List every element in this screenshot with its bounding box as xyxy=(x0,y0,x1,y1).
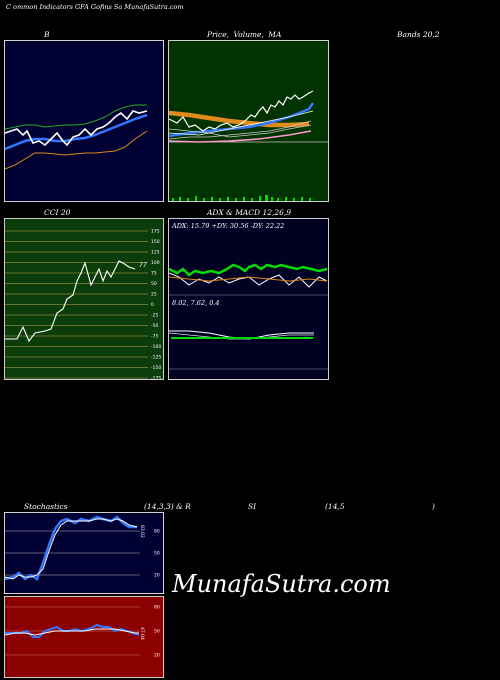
cci-level-label: 100 xyxy=(151,260,160,266)
bb-panel-title: B xyxy=(44,30,50,39)
cci-level-label: -100 xyxy=(151,344,161,350)
cci-line xyxy=(5,260,136,343)
rsi-level-label: 80 xyxy=(154,605,160,611)
rsi-chart[interactable]: 47.04 80 50 20 xyxy=(4,596,164,678)
stoch-title-b: (14,3,3) & R xyxy=(144,502,191,511)
ma-blue-line xyxy=(169,102,315,138)
macd-values: 8.02, 7.62, 0.4 xyxy=(172,299,220,307)
ma-thin-line-2 xyxy=(169,120,312,140)
cci-level-label: -125 xyxy=(151,355,161,361)
cci-level-label: 125 xyxy=(151,250,160,256)
cci-panel-title: CCI 20 xyxy=(44,208,71,217)
cci-level-label: 50 xyxy=(151,281,157,287)
price-title-b: Volume, xyxy=(233,30,264,39)
stoch-k-line xyxy=(5,515,137,581)
cci-level-label: -50 xyxy=(151,323,158,329)
adx-macd-chart[interactable]: ADX: 15.79 +DY: 30.56 -DY: 22.22 8.02, 7… xyxy=(168,218,329,380)
cci-level-label: 175 xyxy=(151,229,160,235)
bb-upper-band xyxy=(5,104,147,130)
stoch-level-label: 80 xyxy=(154,529,160,535)
cci-level-label: 0 xyxy=(151,302,154,308)
adx-green-line xyxy=(169,263,328,277)
stoch-level-label: 50 xyxy=(154,551,160,557)
cci-level-label: -75 xyxy=(151,334,158,340)
volume-bars xyxy=(172,195,311,201)
ma-orange-line xyxy=(169,110,310,128)
stoch-title-c: SI xyxy=(248,502,257,511)
adx-values: ADX: 15.79 +DY: 30.56 -DY: 22.22 xyxy=(171,222,284,230)
cci-level-label: 25 xyxy=(151,292,157,298)
cci-value-label: 77 xyxy=(139,262,147,269)
price-line xyxy=(169,90,314,132)
price-title-a: Price, xyxy=(207,30,230,39)
stoch-d-line xyxy=(5,518,138,580)
cci-level-label: -150 xyxy=(151,365,161,371)
rsi-value-label: 47.04 xyxy=(139,627,145,640)
adx-macd-panel-title: ADX & MACD 12,26,9 xyxy=(207,208,292,217)
rsi-level-label: 50 xyxy=(154,629,160,635)
cci-level-label: -25 xyxy=(151,313,158,319)
bollinger-chart[interactable] xyxy=(4,40,164,202)
price-panel-title: Price, Volume, MA xyxy=(207,30,281,39)
cci-level-label: -175 xyxy=(151,376,161,380)
stoch-value-label: 83.02 xyxy=(139,525,145,538)
stoch-level-label: 20 xyxy=(154,573,160,579)
price-volume-chart[interactable] xyxy=(168,40,329,202)
price-title-c: MA xyxy=(268,30,282,39)
stoch-title-d: (14,5 xyxy=(325,502,345,511)
cci-level-label: 150 xyxy=(151,239,160,245)
ma-white-line xyxy=(169,110,314,136)
rsi-white-line xyxy=(5,628,139,636)
bb-price-line xyxy=(5,110,148,147)
cci-chart[interactable]: 77 175 150 125 100 75 50 25 0 -25 -50 -75 -100 -125 -… xyxy=(4,218,164,380)
bb-lower-band xyxy=(5,130,148,170)
ma-thin-line-1 xyxy=(169,124,312,138)
rsi-level-label: 20 xyxy=(154,653,160,659)
bands-panel-title: Bands 20,2 xyxy=(397,30,440,39)
macd-histogram xyxy=(171,337,313,339)
ma-pink-line xyxy=(169,130,312,143)
stochastics-chart[interactable]: 83.02 80 50 20 xyxy=(4,512,164,594)
page-title: C ommon Indicators GFA Gofins Sa MunafaS… xyxy=(6,3,184,11)
stoch-title-e: ) xyxy=(432,502,435,511)
stoch-title-a: Stochastics xyxy=(24,502,68,511)
watermark: MunafaSutra.com xyxy=(172,570,391,598)
adx-orange-line xyxy=(169,276,328,282)
bb-moving-average xyxy=(5,113,148,151)
cci-level-label: 75 xyxy=(151,271,157,277)
